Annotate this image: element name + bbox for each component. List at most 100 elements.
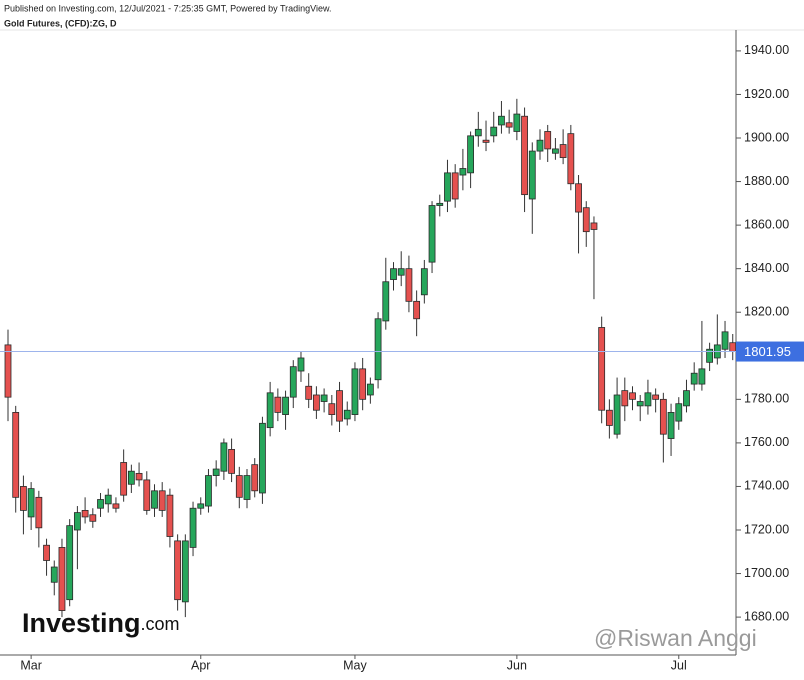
- candle-body: [151, 490, 158, 509]
- candle-body: [459, 168, 467, 176]
- candle-body: [243, 475, 251, 500]
- candle-body: [521, 115, 528, 196]
- candle-body: [135, 472, 143, 481]
- candle-body: [397, 268, 405, 276]
- candles: [4, 98, 737, 618]
- candle-body: [444, 172, 451, 202]
- candle-body: [328, 403, 336, 415]
- candle-body: [66, 525, 74, 601]
- candle-body: [297, 357, 305, 372]
- y-tick-label: 1700.00: [744, 566, 789, 580]
- candle-body: [259, 422, 266, 494]
- instrument-title: Gold Futures, (CFD):ZG, D: [4, 18, 117, 28]
- candle-body: [73, 512, 81, 531]
- candle-body: [613, 394, 621, 435]
- candle-body: [659, 398, 667, 435]
- candle-body: [382, 281, 390, 322]
- y-tick-label: 1780.00: [744, 392, 789, 406]
- candle-body: [667, 412, 675, 439]
- candle-body: [405, 268, 413, 302]
- candle-body: [228, 449, 235, 474]
- candle-body: [266, 392, 274, 429]
- candle-body: [143, 479, 151, 511]
- candle-body: [289, 366, 297, 398]
- candle-body: [97, 499, 104, 509]
- candle-body: [474, 128, 482, 137]
- y-tick-label: 1820.00: [744, 305, 789, 319]
- y-tick-label: 1760.00: [744, 435, 789, 449]
- candle-body: [351, 368, 359, 415]
- candle-body: [81, 510, 89, 518]
- last-price-label: 1801.95: [744, 344, 791, 359]
- candle-body: [305, 385, 313, 400]
- candle-body: [428, 205, 436, 263]
- last-price-box: [736, 341, 804, 362]
- y-tick-label: 1720.00: [744, 522, 789, 536]
- candle-body: [413, 300, 421, 320]
- x-tick-label: May: [343, 658, 367, 672]
- candle-body: [644, 392, 652, 407]
- candle-body: [498, 115, 505, 126]
- brand-suffix: .com: [141, 614, 180, 634]
- candle-body: [721, 331, 729, 350]
- candle-body: [4, 344, 12, 398]
- candle-body: [320, 394, 328, 402]
- candle-body: [166, 494, 174, 537]
- candle-body: [197, 503, 205, 509]
- candle-body: [220, 442, 228, 472]
- author-watermark: @Riswan Anggi: [594, 625, 757, 651]
- candle-body: [729, 342, 737, 352]
- candle-body: [158, 490, 166, 511]
- y-tick-label: 1900.00: [744, 130, 789, 144]
- candle-body: [112, 503, 120, 509]
- candle-body: [235, 475, 243, 498]
- candle-body: [536, 139, 544, 152]
- candle-body: [35, 496, 43, 529]
- candle-body: [683, 390, 690, 407]
- candle-body: [698, 368, 706, 385]
- candle-body: [629, 392, 636, 400]
- x-tick-label: Jul: [671, 658, 687, 672]
- candle-body: [567, 133, 575, 185]
- candle-body: [282, 396, 289, 415]
- candle-body: [251, 464, 259, 492]
- candle-body: [89, 514, 97, 522]
- brand: Investing: [22, 608, 141, 638]
- candle-body: [652, 394, 660, 400]
- candle-body: [575, 183, 582, 213]
- candle-body: [590, 222, 598, 230]
- candle-body: [181, 540, 189, 603]
- y-tick-label: 1940.00: [744, 43, 789, 57]
- candle-body: [420, 268, 428, 296]
- candle-body: [467, 135, 475, 174]
- candle-body: [43, 544, 50, 561]
- candle-body: [58, 547, 66, 611]
- candle-body: [690, 372, 698, 385]
- candle-body: [174, 540, 182, 601]
- candle-body: [12, 412, 20, 498]
- candle-body: [675, 403, 683, 422]
- candle-body: [482, 139, 490, 143]
- candle-body: [27, 488, 35, 518]
- y-tick-label: 1880.00: [744, 174, 789, 188]
- candle-body: [212, 468, 220, 476]
- candle-body: [20, 486, 27, 511]
- x-tick-label: Mar: [20, 658, 42, 672]
- candle-body: [336, 390, 343, 422]
- candle-body: [513, 113, 521, 132]
- candle-body: [104, 494, 112, 505]
- candle-body: [312, 394, 320, 411]
- candle-body: [505, 122, 513, 128]
- y-tick-label: 1840.00: [744, 261, 789, 275]
- candle-body: [359, 368, 367, 400]
- candle-body: [366, 383, 374, 396]
- candle-body: [205, 475, 212, 507]
- y-tick-label: 1920.00: [744, 87, 789, 101]
- candle-body: [490, 126, 498, 137]
- y-tick-label: 1860.00: [744, 217, 789, 231]
- candle-body: [605, 409, 613, 426]
- candle-body: [436, 202, 444, 206]
- candle-body: [598, 327, 606, 411]
- x-tick-label: Apr: [191, 658, 210, 672]
